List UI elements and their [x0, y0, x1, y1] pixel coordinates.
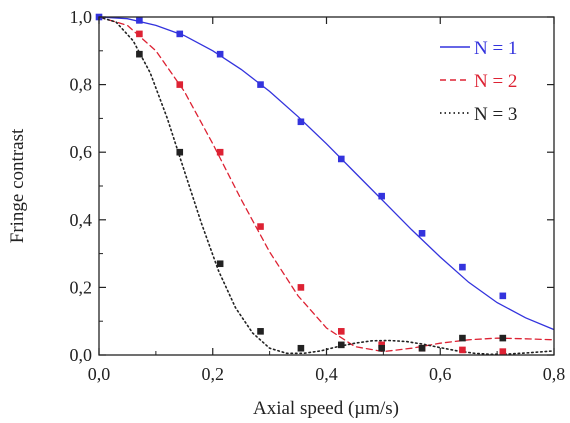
legend-label: N = 3 — [474, 104, 517, 125]
data-point — [176, 30, 184, 38]
y-tick-label: 1,0 — [70, 7, 93, 27]
axis-tick-labels: 0,0 0,2 0,4 0,6 0,8 0,0 0,2 0,4 0,6 0,8 1,0 — [70, 7, 566, 384]
x-axis-title: Axial speed (µm/s) — [253, 398, 399, 419]
x-tick-label: 0,8 — [543, 364, 566, 384]
data-point — [459, 334, 466, 342]
legend-label: N = 2 — [474, 71, 517, 92]
data-point — [459, 263, 466, 271]
data-point — [297, 344, 305, 352]
data-point — [136, 17, 143, 24]
y-tick-label: 0,8 — [70, 75, 93, 95]
fit-curve — [99, 17, 554, 331]
x-tick-label: 0,2 — [202, 364, 225, 384]
data-point — [297, 118, 305, 126]
data-point — [337, 155, 345, 163]
data-points — [95, 13, 507, 355]
data-point — [378, 341, 385, 349]
data-point — [136, 30, 143, 38]
data-point — [216, 260, 224, 268]
legend-label: N = 1 — [474, 38, 517, 59]
data-point — [499, 334, 507, 342]
data-point — [136, 50, 143, 58]
legend: N = 1 N = 2 N = 3 — [440, 38, 517, 125]
data-point — [499, 292, 507, 300]
data-point — [337, 328, 345, 335]
data-point — [378, 192, 385, 200]
y-tick-label: 0,4 — [70, 210, 93, 230]
fit-curve — [99, 17, 554, 353]
data-point — [257, 81, 264, 88]
data-point — [418, 230, 426, 237]
axis-ticks — [98, 16, 555, 356]
y-tick-label: 0,6 — [70, 142, 93, 162]
data-point — [459, 346, 466, 354]
data-point — [297, 284, 305, 291]
plot-frame — [98, 16, 555, 356]
x-tick-label: 0,4 — [315, 364, 338, 384]
data-point — [176, 81, 184, 88]
data-point — [418, 344, 426, 352]
fit-curves — [99, 17, 554, 355]
fit-curve — [99, 17, 554, 355]
y-tick-label: 0,0 — [70, 345, 93, 365]
y-axis-title: Fringe contrast — [7, 128, 28, 243]
x-tick-label: 0,6 — [429, 364, 452, 384]
data-point — [257, 223, 264, 230]
data-point — [216, 148, 224, 156]
data-point — [378, 344, 385, 352]
y-tick-label: 0,2 — [70, 277, 93, 297]
data-point — [216, 50, 224, 58]
data-point — [176, 148, 184, 156]
data-point — [337, 341, 345, 349]
data-point — [257, 328, 264, 335]
data-point — [499, 348, 507, 355]
x-tick-label: 0,0 — [88, 364, 111, 384]
